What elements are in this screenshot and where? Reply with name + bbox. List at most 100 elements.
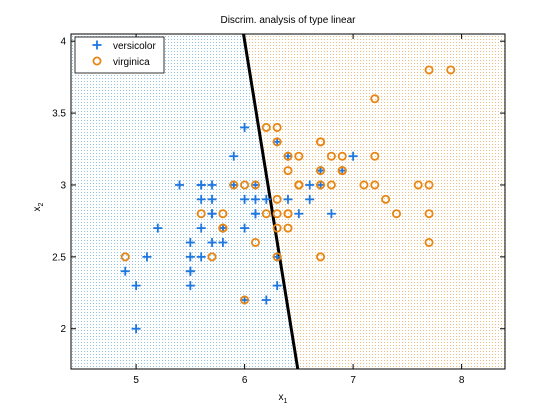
point-virginica-45: [316, 180, 326, 190]
point-versicolor-25: [305, 180, 315, 190]
point-virginica-23: [272, 223, 282, 233]
point-virginica-17: [424, 65, 434, 75]
point-virginica-47: [294, 180, 304, 190]
point-virginica-26: [261, 209, 271, 219]
point-versicolor-44: [196, 223, 206, 233]
axis-ticks: 5 6 7 8 2 2.5 3 3.5 4: [52, 34, 505, 386]
point-virginica-49: [229, 180, 239, 190]
point-versicolor-46: [207, 194, 217, 204]
data-points: [120, 65, 456, 334]
y-tick-label-2: 3: [60, 180, 66, 191]
legend-symbol-virginica: [92, 56, 102, 66]
plot-area: [71, 34, 505, 369]
point-versicolor-26: [326, 209, 336, 219]
point-virginica-40: [316, 166, 326, 176]
point-versicolor-13: [250, 194, 260, 204]
decision-boundary: [242, 34, 300, 369]
point-virginica-13: [207, 252, 217, 262]
point-virginica-43: [326, 151, 336, 161]
point-versicolor-4: [294, 209, 304, 219]
point-versicolor-9: [153, 223, 163, 233]
point-virginica-46: [272, 252, 282, 262]
x-tick-label-0: 5: [133, 375, 139, 386]
point-virginica-15: [283, 151, 293, 161]
point-versicolor-18: [261, 295, 271, 305]
point-versicolor-0: [348, 151, 358, 161]
region-virginica: [243, 34, 505, 369]
legend-label-versicolor: versicolor: [113, 41, 156, 52]
point-versicolor-37: [272, 281, 282, 291]
point-virginica-7: [381, 194, 391, 204]
region-versicolor: [71, 34, 298, 369]
y-axis-label-main: x: [32, 206, 43, 211]
y-tick-label-0: 2: [60, 324, 66, 335]
legend-box: [74, 36, 165, 74]
point-virginica-12: [326, 180, 336, 190]
x-axis-label-main: x: [279, 392, 284, 403]
x-axis-label: x1: [279, 392, 288, 405]
point-virginica-6: [120, 252, 130, 262]
y-tick-label-3: 3.5: [52, 109, 66, 120]
point-versicolor-47: [261, 194, 271, 204]
point-virginica-20: [337, 151, 347, 161]
point-virginica-18: [424, 237, 434, 247]
point-virginica-11: [283, 223, 293, 233]
point-versicolor-3: [185, 281, 195, 291]
point-versicolor-31: [185, 266, 195, 276]
y-tick-label-1: 2.5: [52, 252, 66, 263]
point-virginica-5: [413, 180, 423, 190]
point-virginica-32: [283, 209, 293, 219]
point-versicolor-49: [207, 209, 217, 219]
point-versicolor-42: [218, 237, 228, 247]
point-versicolor-34: [175, 180, 184, 190]
point-virginica-36: [272, 122, 282, 132]
point-virginica-14: [218, 209, 228, 219]
point-versicolor-40: [185, 237, 195, 247]
point-virginica-34: [250, 237, 260, 247]
point-versicolor-35: [240, 122, 250, 132]
point-virginica-48: [261, 122, 271, 132]
y-tick-label-4: 4: [60, 37, 66, 48]
point-versicolor-29: [207, 237, 217, 247]
point-virginica-8: [316, 252, 326, 262]
point-versicolor-24: [283, 194, 293, 204]
point-versicolor-38: [196, 180, 206, 190]
x-tick-label-3: 8: [459, 375, 465, 386]
point-virginica-19: [240, 295, 250, 305]
point-virginica-38: [240, 180, 250, 190]
point-virginica-29: [370, 180, 380, 190]
point-versicolor-19: [196, 252, 206, 262]
point-virginica-30: [391, 209, 401, 219]
point-virginica-31: [446, 65, 456, 75]
point-versicolor-23: [250, 209, 260, 219]
y-axis-label: x2: [32, 202, 45, 211]
point-virginica-22: [424, 209, 434, 219]
point-versicolor-45: [207, 180, 217, 190]
point-versicolor-10: [131, 324, 141, 334]
point-virginica-27: [250, 180, 260, 190]
x-axis-label-subscript: 1: [284, 398, 288, 405]
legend-marker-virginica: [92, 56, 102, 66]
point-virginica-2: [359, 180, 369, 190]
point-virginica-41: [337, 166, 347, 176]
point-versicolor-33: [240, 223, 250, 233]
x-tick-label-1: 6: [242, 375, 248, 386]
point-virginica-44: [316, 137, 326, 147]
point-virginica-0: [272, 137, 282, 147]
point-virginica-3: [272, 194, 282, 204]
point-virginica-42: [218, 223, 228, 233]
point-versicolor-14: [196, 194, 206, 204]
point-virginica-35: [424, 180, 434, 190]
legend-symbol-versicolor: [92, 40, 102, 50]
point-versicolor-48: [142, 252, 152, 262]
point-virginica-25: [370, 151, 380, 161]
point-virginica-37: [283, 166, 293, 176]
point-versicolor-43: [131, 281, 141, 291]
point-virginica-10: [294, 151, 304, 161]
legend-marker-versicolor: [92, 40, 102, 50]
x-tick-label-2: 7: [350, 375, 356, 386]
point-versicolor-20: [229, 151, 239, 161]
chart-title: Discrim. analysis of type linear: [220, 15, 356, 26]
point-virginica-9: [370, 94, 380, 104]
